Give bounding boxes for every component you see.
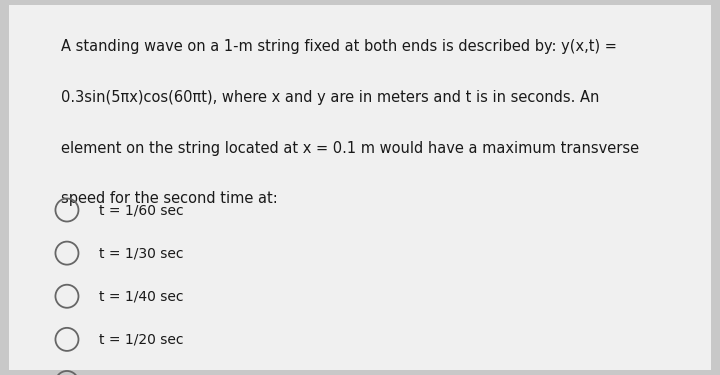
Text: t = 1/20 sec: t = 1/20 sec — [99, 332, 183, 346]
Text: 0.3sin(5πx)cos(60πt), where x and y are in meters and t is in seconds. An: 0.3sin(5πx)cos(60πt), where x and y are … — [61, 90, 600, 105]
Text: A standing wave on a 1-m string fixed at both ends is described by: y(x,t) =: A standing wave on a 1-m string fixed at… — [61, 39, 617, 54]
Text: t = 1/40 sec: t = 1/40 sec — [99, 289, 183, 303]
Text: element on the string located at x = 0.1 m would have a maximum transverse: element on the string located at x = 0.1… — [61, 141, 639, 156]
Text: speed for the second time at:: speed for the second time at: — [61, 191, 278, 206]
Text: t = 1/60 sec: t = 1/60 sec — [99, 203, 184, 217]
Text: t = 1/30 sec: t = 1/30 sec — [99, 246, 183, 260]
